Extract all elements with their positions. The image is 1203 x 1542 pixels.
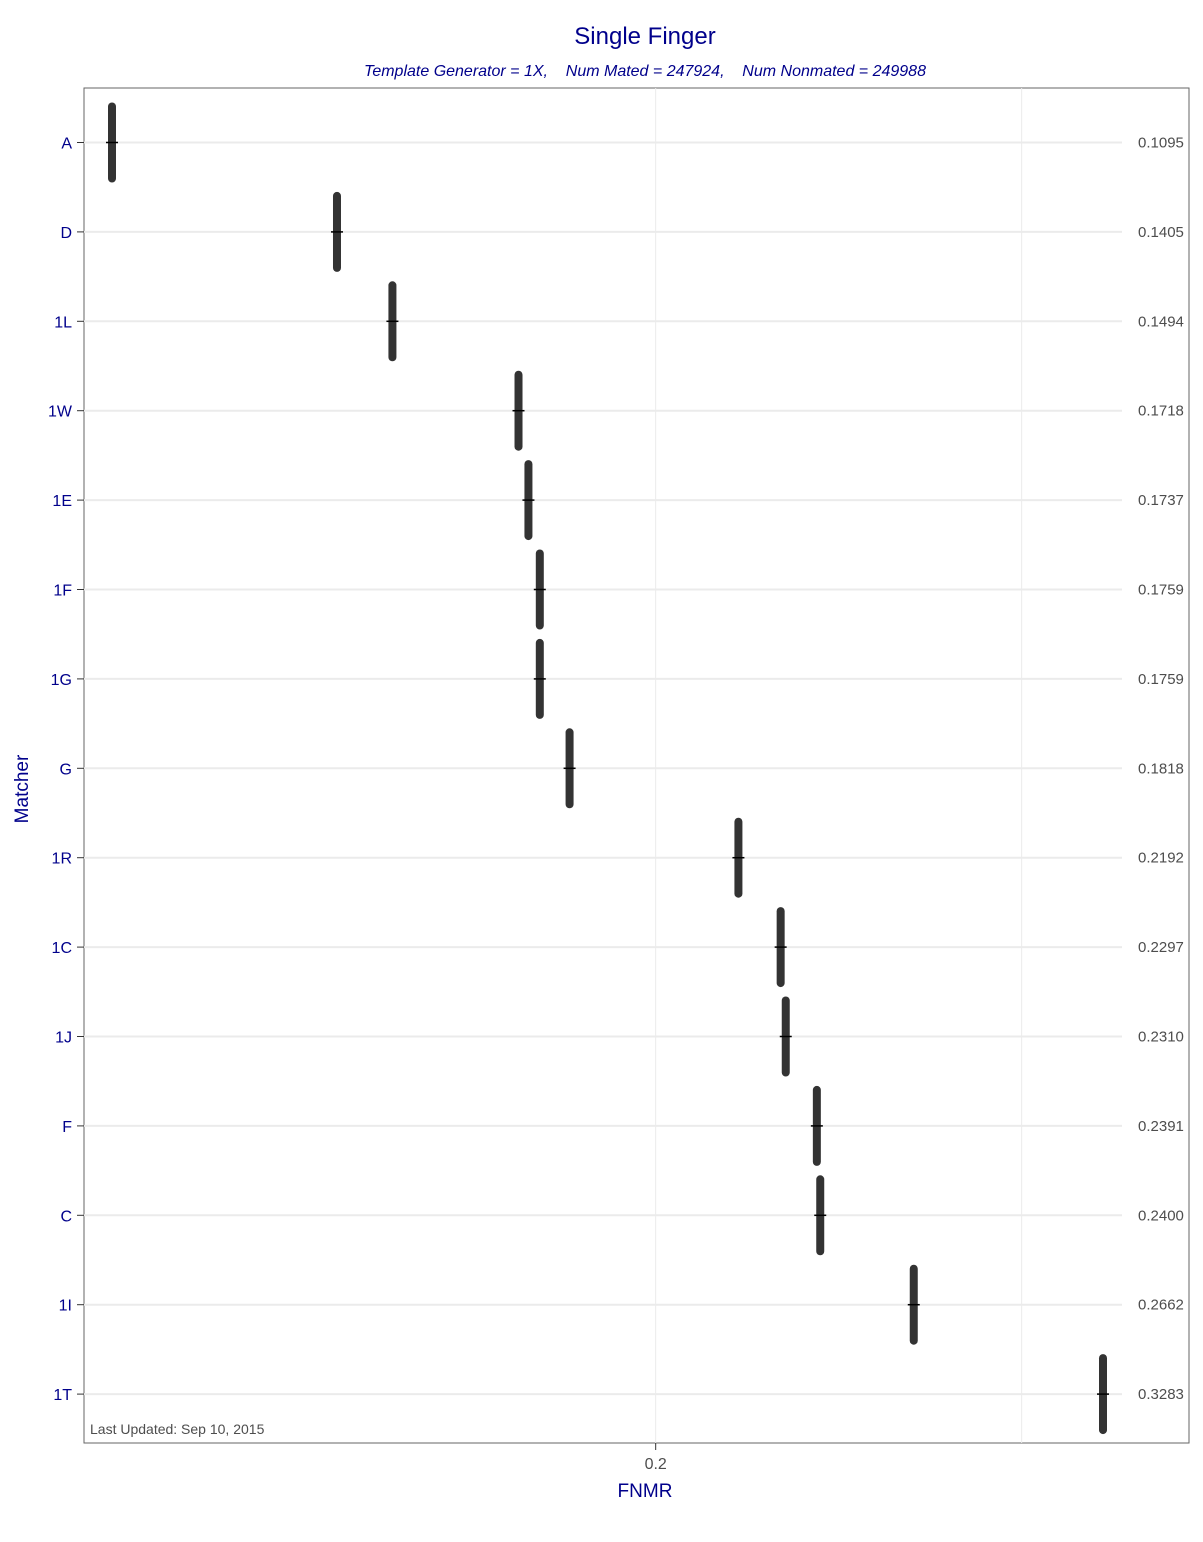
x-axis-title: FNMR (618, 1481, 673, 1502)
y-tick-label: 1L (54, 314, 72, 331)
y-tick-label: A (61, 136, 72, 153)
y-tick-label: F (62, 1119, 72, 1136)
value-label: 0.1095 (1138, 135, 1184, 152)
y-tick-label: 1I (59, 1298, 72, 1315)
y-axis-title: Matcher (12, 754, 33, 823)
value-label: 0.3283 (1138, 1386, 1184, 1403)
value-label: 0.2297 (1138, 939, 1184, 956)
value-label: 0.1759 (1138, 671, 1184, 688)
y-tick-label: 1W (48, 404, 73, 421)
y-tick-label: 1G (51, 672, 72, 689)
value-label: 0.1405 (1138, 224, 1184, 241)
last-updated-note: Last Updated: Sep 10, 2015 (90, 1421, 265, 1437)
plot-border (83, 87, 1190, 1444)
value-label: 0.2391 (1138, 1118, 1184, 1135)
y-tick-label: 1J (55, 1030, 72, 1047)
x-tick-label: 0.2 (645, 1456, 667, 1473)
value-label: 0.2662 (1138, 1297, 1184, 1314)
chart-subtitle: Template Generator = 1X, Num Mated = 247… (364, 63, 926, 80)
chart-title: Single Finger (574, 23, 715, 50)
y-tick-label: 1T (53, 1387, 72, 1404)
y-tick-label: 1C (52, 940, 72, 957)
value-label: 0.2192 (1138, 850, 1184, 867)
value-label: 0.1718 (1138, 403, 1184, 420)
y-tick-label: 1E (52, 493, 72, 510)
value-label: 0.1737 (1138, 492, 1184, 509)
y-tick-label: 1F (53, 583, 72, 600)
value-label: 0.2310 (1138, 1029, 1184, 1046)
value-label: 0.1759 (1138, 582, 1184, 599)
plot-area: A D 1L 1W 1E 1F 1G G 1R 1C 1J F C 1I 1T 0.1095 0.1405 0.1… (48, 87, 1190, 1473)
y-tick-label: C (60, 1208, 72, 1225)
y-tick-label: D (60, 225, 72, 242)
value-label: 0.1818 (1138, 760, 1184, 777)
value-label: 0.1494 (1138, 313, 1184, 330)
y-tick-label: 1R (52, 851, 72, 868)
value-label: 0.2400 (1138, 1207, 1184, 1224)
y-tick-label: G (60, 761, 72, 778)
